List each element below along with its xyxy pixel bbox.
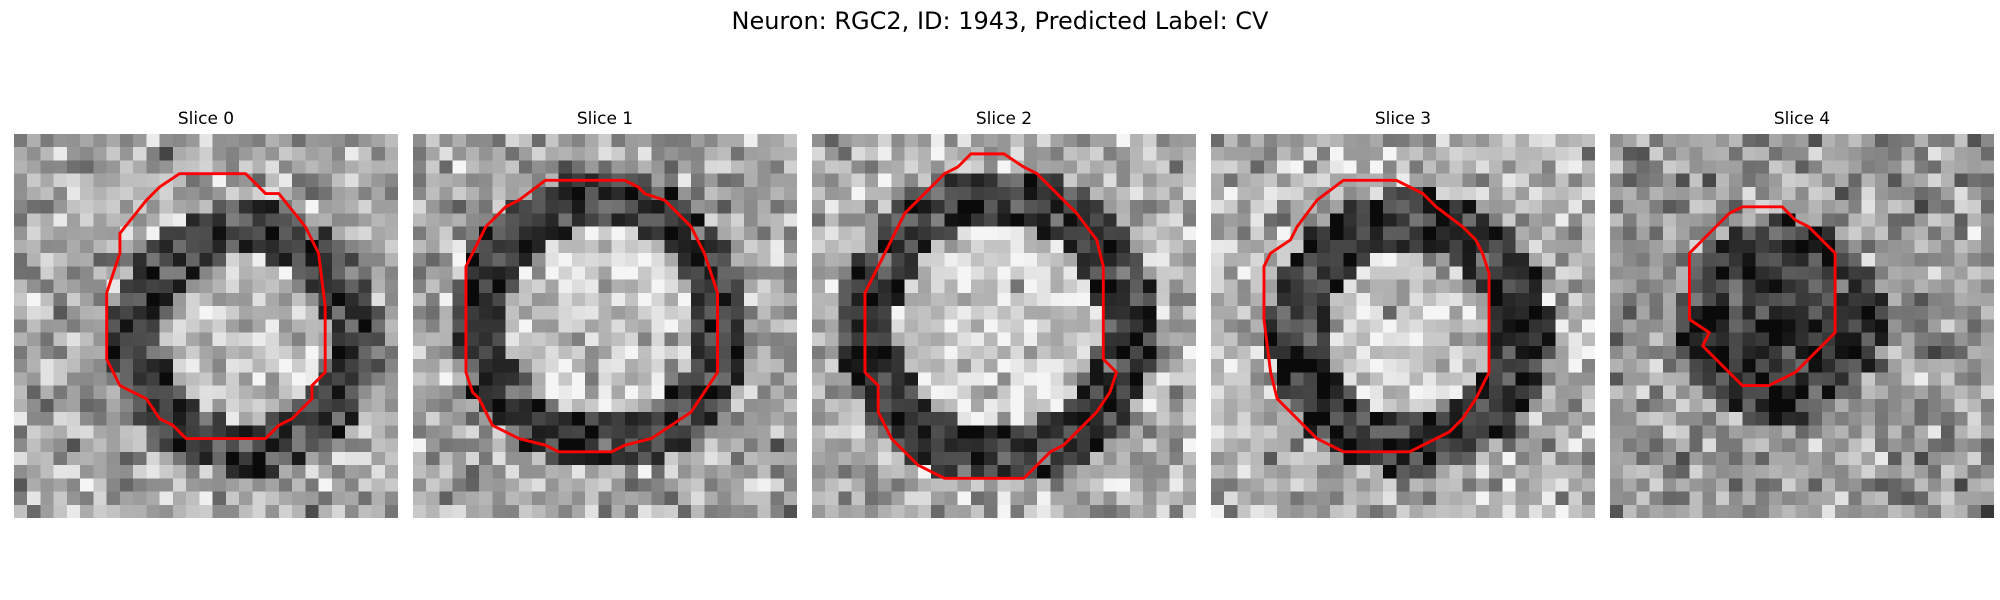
pixel-grid bbox=[812, 134, 1196, 518]
slice-image bbox=[812, 134, 1196, 518]
pixel-grid bbox=[1610, 134, 1994, 518]
pixel-grid bbox=[413, 134, 797, 518]
slice-panel-4: Slice 4 bbox=[1610, 108, 1994, 518]
slice-title: Slice 1 bbox=[576, 109, 634, 129]
slice-title: Slice 4 bbox=[1773, 109, 1831, 129]
slice-title: Slice 0 bbox=[177, 109, 235, 129]
segmentation-contour bbox=[464, 178, 720, 454]
segmentation-contour bbox=[863, 152, 1119, 480]
slice-image bbox=[14, 134, 398, 518]
slice-title: Slice 3 bbox=[1374, 109, 1432, 129]
pixel-grid bbox=[1211, 134, 1595, 518]
slice-panel-0: Slice 0 bbox=[14, 108, 398, 518]
slice-image bbox=[1211, 134, 1595, 518]
slice-panel-2: Slice 2 bbox=[812, 108, 1196, 518]
segmentation-contour bbox=[1687, 205, 1837, 388]
slice-image bbox=[1610, 134, 1994, 518]
slice-panel-1: Slice 1 bbox=[413, 108, 797, 518]
slice-panel-3: Slice 3 bbox=[1211, 108, 1595, 518]
segmentation-contour bbox=[105, 172, 327, 441]
segmentation-contour bbox=[1262, 178, 1491, 454]
pixel-grid bbox=[14, 134, 398, 518]
slice-image bbox=[413, 134, 797, 518]
slice-title: Slice 2 bbox=[975, 109, 1033, 129]
figure-title: Neuron: RGC2, ID: 1943, Predicted Label:… bbox=[731, 7, 1269, 35]
